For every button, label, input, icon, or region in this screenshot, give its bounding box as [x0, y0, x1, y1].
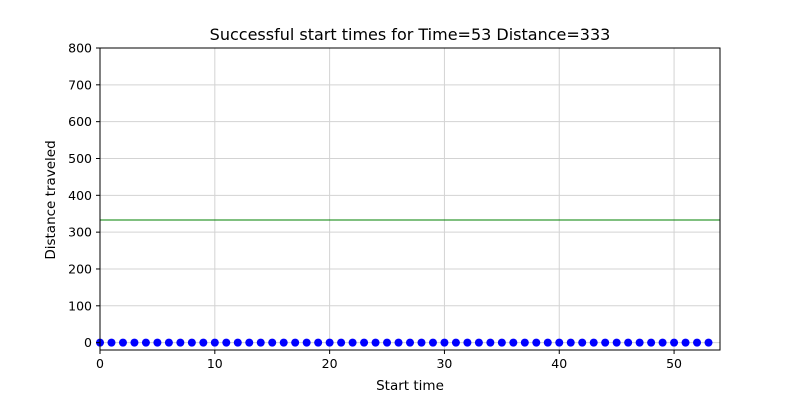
data-point: [141, 338, 150, 347]
data-point: [428, 338, 437, 347]
data-points: [96, 338, 713, 347]
data-point: [451, 338, 460, 347]
data-point: [532, 338, 541, 347]
data-point: [406, 338, 414, 347]
data-point: [635, 338, 644, 347]
data-point: [497, 338, 506, 347]
data-point: [199, 338, 208, 347]
data-point: [555, 338, 564, 347]
x-tick-label: 0: [96, 356, 104, 371]
data-point: [394, 338, 403, 347]
data-point: [440, 338, 449, 347]
data-point: [222, 338, 231, 347]
x-tick-label: 50: [666, 356, 682, 371]
y-tick-label: 800: [68, 41, 92, 56]
data-point: [130, 338, 139, 347]
data-point: [589, 338, 598, 347]
x-axis-ticks: 0 10 20 30 40 50: [96, 350, 682, 371]
data-point: [360, 338, 369, 347]
y-axis-ticks: 0 100 200 300 400 500 600 700 800: [68, 41, 100, 350]
data-point: [486, 338, 495, 347]
x-axis-title: Start time: [376, 378, 444, 394]
data-point: [314, 338, 323, 347]
data-point: [566, 338, 575, 347]
y-tick-label: 500: [68, 151, 92, 166]
y-axis-title: Distance traveled: [43, 140, 59, 259]
y-tick-label: 700: [68, 77, 92, 92]
data-point: [210, 338, 219, 347]
data-point: [612, 338, 621, 347]
data-point: [647, 338, 656, 347]
y-tick-label: 100: [68, 298, 92, 313]
data-point: [578, 338, 587, 347]
data-point: [348, 338, 357, 347]
data-point: [107, 338, 116, 347]
data-point: [624, 338, 633, 347]
data-point: [279, 338, 288, 347]
data-point: [383, 338, 392, 347]
y-tick-label: 600: [68, 114, 92, 129]
data-point: [268, 338, 277, 347]
x-tick-label: 10: [207, 356, 223, 371]
data-point: [256, 338, 265, 347]
plot-frame: [99, 47, 721, 351]
data-point: [187, 338, 196, 347]
data-point: [601, 338, 610, 347]
data-point: [153, 338, 162, 347]
data-point: [474, 338, 483, 347]
x-tick-label: 20: [322, 356, 338, 371]
y-tick-label: 300: [68, 225, 92, 240]
data-point: [509, 338, 518, 347]
x-tick-label: 40: [551, 356, 567, 371]
data-point: [658, 338, 667, 347]
y-tick-label: 400: [68, 188, 92, 203]
data-point: [176, 338, 185, 347]
data-point: [417, 338, 426, 347]
data-point: [337, 338, 346, 347]
data-point: [371, 338, 380, 347]
y-tick-label: 0: [84, 335, 92, 350]
grid-lines: [99, 47, 720, 350]
data-point: [520, 338, 529, 347]
data-point: [291, 338, 300, 347]
data-point: [681, 338, 690, 347]
data-point: [543, 338, 552, 347]
data-point: [164, 338, 173, 347]
data-point: [463, 338, 472, 347]
data-point: [693, 338, 702, 347]
data-point: [233, 338, 242, 347]
data-point: [302, 338, 311, 347]
data-point: [325, 338, 334, 347]
y-tick-label: 200: [68, 261, 92, 276]
x-tick-label: 30: [436, 356, 452, 371]
data-point: [670, 338, 679, 347]
data-point: [704, 338, 713, 347]
data-point: [245, 338, 254, 347]
chart-title: Successful start times for Time=53 Dista…: [210, 25, 611, 44]
data-point: [118, 338, 127, 347]
